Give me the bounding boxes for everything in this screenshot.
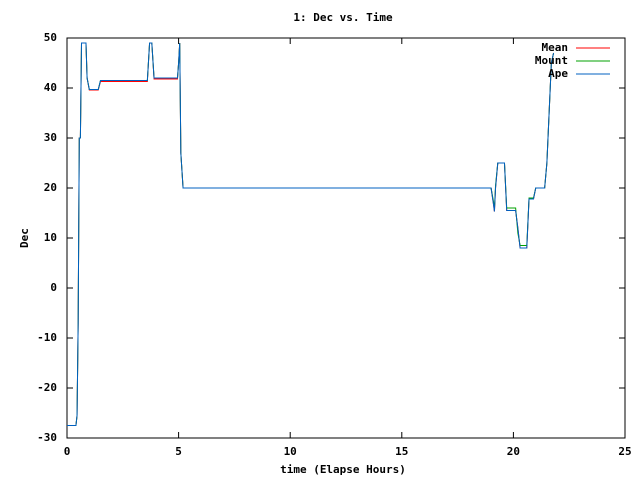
y-tick-label: -20 <box>37 381 57 394</box>
y-tick-label: 40 <box>44 81 57 94</box>
y-tick-label: -10 <box>37 331 57 344</box>
series-line <box>67 42 555 426</box>
x-tick-label: 0 <box>64 445 71 458</box>
y-tick-label: 0 <box>50 281 57 294</box>
series-line <box>67 42 555 426</box>
x-axis-label: time (Elapse Hours) <box>280 463 406 476</box>
y-tick-label: 20 <box>44 181 57 194</box>
legend-label: Mount <box>535 54 568 67</box>
plot-frame <box>66 37 626 439</box>
y-tick-label: 10 <box>44 231 57 244</box>
x-tick-label: 15 <box>395 445 408 458</box>
x-tick-label: 20 <box>507 445 520 458</box>
series-line <box>67 42 555 426</box>
y-tick-label: 50 <box>44 31 57 44</box>
x-tick-label: 10 <box>284 445 297 458</box>
y-tick-label: -30 <box>37 431 57 444</box>
y-axis-label: Dec <box>18 228 31 248</box>
x-tick-label: 25 <box>618 445 631 458</box>
y-tick-label: 30 <box>44 131 57 144</box>
legend-label: Mean <box>542 41 569 54</box>
x-tick-label: 5 <box>175 445 182 458</box>
legend-label: Ape <box>548 67 568 80</box>
chart-title: 1: Dec vs. Time <box>293 11 393 24</box>
